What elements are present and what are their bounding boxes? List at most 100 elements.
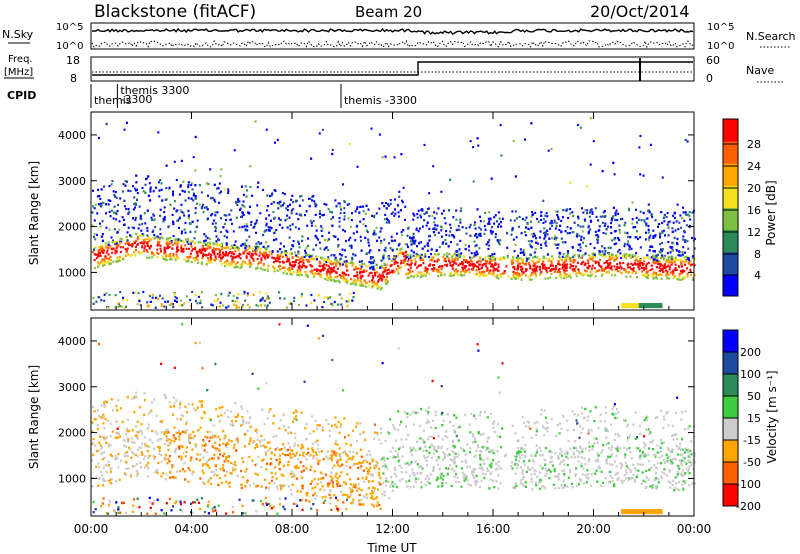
power-cell: [655, 257, 658, 260]
power-cell: [186, 256, 189, 259]
power-cell: [437, 258, 440, 261]
power-cell: [166, 241, 169, 244]
power-cell: [118, 228, 121, 231]
power-cell: [541, 263, 544, 266]
power-cell: [199, 241, 202, 244]
power-cell: [682, 253, 684, 256]
power-cell: [645, 224, 648, 227]
colorbar-swatch: [723, 273, 738, 297]
power-cell: [350, 246, 353, 249]
power-cell: [325, 258, 328, 261]
power-cell: [346, 269, 349, 272]
power-cell: [149, 186, 152, 189]
power-cell: [283, 202, 285, 205]
power-cell: [464, 248, 467, 251]
power-cell: [235, 200, 238, 203]
power-cell: [461, 274, 463, 277]
power-cell: [404, 259, 407, 263]
power-cell: [393, 255, 396, 258]
power-cell: [657, 253, 659, 256]
y-tick-label: 3000: [58, 175, 86, 188]
power-cell: [674, 260, 676, 263]
power-cell: [313, 275, 315, 278]
power-cell: [108, 262, 111, 265]
power-cell: [119, 246, 122, 249]
power-cell: [292, 264, 295, 268]
power-cell: [323, 300, 326, 304]
power-cell: [587, 274, 590, 277]
power-cell: [187, 183, 190, 186]
power-cell: [358, 272, 361, 275]
power-cell: [173, 292, 176, 295]
power-cell: [568, 258, 571, 261]
power-cell: [613, 238, 616, 241]
power-colorbar-label: Power [dB]: [764, 180, 778, 245]
power-cell: [514, 210, 517, 213]
power-cell: [586, 212, 589, 215]
power-cell: [462, 267, 464, 270]
power-cell: [239, 208, 241, 211]
colorbar-swatch: [723, 163, 738, 186]
power-cell: [424, 255, 427, 258]
power-cell: [514, 275, 517, 278]
power-cell: [660, 303, 663, 309]
power-cell: [406, 263, 409, 266]
power-cell: [338, 274, 341, 277]
power-cell: [536, 256, 539, 259]
power-cell: [363, 279, 366, 282]
power-cell: [259, 291, 261, 294]
power-cell: [414, 239, 417, 242]
power-cell: [95, 300, 98, 303]
power-cell: [244, 229, 247, 232]
power-cell: [451, 256, 454, 259]
power-cell: [613, 258, 616, 261]
power-cell: [490, 255, 493, 258]
power-cell: [633, 254, 636, 257]
power-cell: [648, 257, 651, 260]
power-cell: [390, 212, 393, 215]
power-cell: [143, 212, 146, 215]
power-cell: [299, 213, 302, 217]
power-cell: [401, 234, 404, 237]
power-cell: [692, 277, 695, 280]
power-cell: [184, 221, 187, 225]
power-cell: [432, 165, 435, 168]
power-cell: [476, 265, 479, 268]
power-cell: [241, 185, 243, 188]
power-cell: [626, 254, 629, 257]
power-cell: [349, 292, 352, 295]
power-cell: [405, 257, 407, 260]
power-cell: [290, 271, 292, 274]
power-cell: [291, 265, 294, 268]
power-cell: [159, 294, 161, 297]
power-cell: [658, 260, 661, 263]
power-cell: [314, 256, 317, 259]
power-cell: [563, 271, 566, 274]
power-cell: [684, 240, 687, 243]
power-cell: [203, 247, 206, 251]
power-cell: [597, 263, 600, 266]
power-cell: [635, 216, 638, 219]
power-cell: [627, 303, 630, 309]
power-cell: [100, 261, 102, 264]
power-cell: [187, 215, 190, 218]
power-cell: [619, 265, 622, 268]
power-cell: [247, 211, 250, 214]
power-cell: [399, 248, 402, 251]
power-cell: [277, 257, 279, 260]
power-cell: [220, 190, 222, 193]
power-cell: [487, 247, 490, 250]
power-cell: [206, 218, 209, 221]
power-cell: [460, 207, 463, 210]
power-cell: [252, 247, 255, 250]
power-cell: [379, 266, 382, 269]
power-cell: [335, 262, 337, 265]
power-cell: [340, 254, 343, 257]
power-cell: [513, 272, 516, 275]
power-cell: [351, 256, 354, 259]
power-cell: [375, 282, 378, 285]
power-cell: [513, 268, 516, 271]
power-cell: [451, 234, 454, 237]
power-cell: [127, 253, 130, 256]
power-cell: [670, 263, 673, 266]
